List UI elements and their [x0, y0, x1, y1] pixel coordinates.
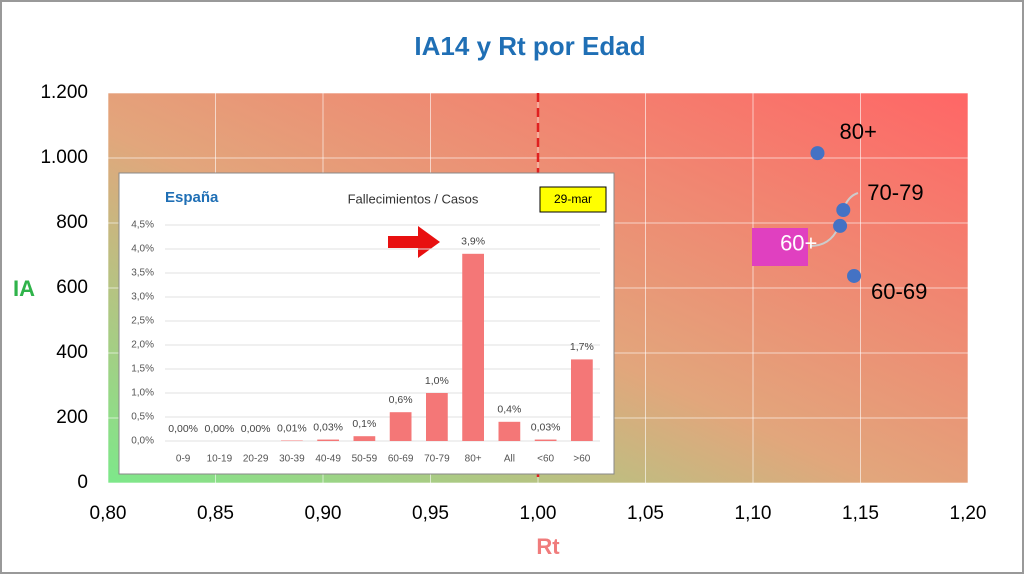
x-tick-label: 40-49	[315, 454, 341, 465]
x-tick-label: 20-29	[243, 454, 269, 465]
x-tick-label: 10-19	[207, 454, 233, 465]
data-label: 0,00%	[241, 423, 271, 435]
x-tick-label: 30-39	[279, 454, 305, 465]
inset-title: España	[165, 189, 219, 206]
x-tick-label: 0,85	[197, 503, 234, 524]
data-label: 0,00%	[168, 423, 198, 435]
x-tick-label: 1,10	[735, 503, 772, 524]
data-label: 3,9%	[461, 236, 485, 248]
y-tick-label: 2,0%	[131, 340, 154, 351]
data-label: 0,03%	[531, 421, 561, 433]
x-tick-label: 0,80	[90, 503, 127, 524]
y-tick-label: 1,0%	[131, 388, 154, 399]
y-tick-label: 3,0%	[131, 292, 154, 303]
x-tick-label: All	[504, 454, 515, 465]
bar	[317, 439, 339, 441]
bar	[353, 436, 376, 441]
data-label: 0,4%	[497, 404, 521, 416]
data-label: 1,7%	[570, 341, 594, 353]
label-box	[752, 228, 808, 266]
x-tick-label: 0,95	[412, 503, 449, 524]
x-tick-label: 60-69	[388, 454, 414, 465]
arrow	[388, 226, 440, 258]
y-tick-label: 600	[56, 277, 88, 298]
x-tick-label: >60	[573, 454, 590, 465]
data-label: 0,6%	[389, 394, 413, 406]
y-tick-label: 800	[56, 212, 88, 233]
point-label: 70-79	[867, 180, 923, 205]
data-label: 0,00%	[204, 423, 234, 435]
x-tick-label: 80+	[465, 454, 482, 465]
bar	[462, 253, 484, 441]
data-label: 0,1%	[352, 418, 376, 430]
date: 29-mar	[554, 192, 592, 206]
point-label: 80+	[840, 119, 877, 144]
x-tick-label: 0,90	[305, 503, 342, 524]
point	[810, 146, 825, 161]
data-label: 1,0%	[425, 375, 449, 387]
x-tick-label: 1,15	[842, 503, 879, 524]
point	[833, 218, 848, 233]
point	[836, 203, 851, 217]
inset-subtitle: Fallecimientos / Casos	[348, 191, 479, 206]
bar	[498, 421, 521, 441]
bar	[571, 359, 593, 441]
point-label: 60+	[780, 231, 817, 256]
y-axis-label: IA	[13, 276, 35, 301]
y-tick-label: 200	[56, 407, 88, 428]
x-tick-label: 1,20	[950, 503, 987, 524]
data-label: 0,03%	[313, 421, 343, 433]
point-label: 60-69	[871, 279, 927, 304]
x-tick-label: 50-59	[352, 454, 378, 465]
bar	[389, 412, 412, 441]
x-tick-label: 1,05	[627, 503, 664, 524]
x-tick-label: <60	[537, 454, 554, 465]
x-tick-label: 1,00	[520, 503, 557, 524]
y-tick-label: 4,0%	[131, 244, 154, 255]
y-tick-label: 400	[56, 342, 88, 363]
y-tick-label: 3,5%	[131, 268, 154, 279]
bar	[426, 393, 448, 441]
point	[847, 268, 862, 283]
inset	[118, 172, 615, 475]
y-tick-label: 1.200	[40, 82, 88, 103]
chart-title: IA14 y Rt por Edad	[414, 31, 645, 61]
y-tick-label: 1,5%	[131, 364, 154, 375]
x-tick-label: 0-9	[176, 454, 191, 465]
y-tick-label: 1.000	[40, 147, 88, 168]
x-tick-label: 70-79	[424, 454, 450, 465]
y-tick-label: 0	[77, 472, 88, 493]
x-axis-label: Rt	[536, 534, 560, 559]
bar	[534, 439, 557, 441]
y-tick-label: 0,0%	[131, 436, 154, 447]
y-tick-label: 0,5%	[131, 412, 154, 423]
date-box	[539, 186, 607, 213]
data-label: 0,01%	[277, 422, 307, 434]
y-tick-label: 2,5%	[131, 316, 154, 327]
y-tick-label: 4,5%	[131, 220, 154, 231]
